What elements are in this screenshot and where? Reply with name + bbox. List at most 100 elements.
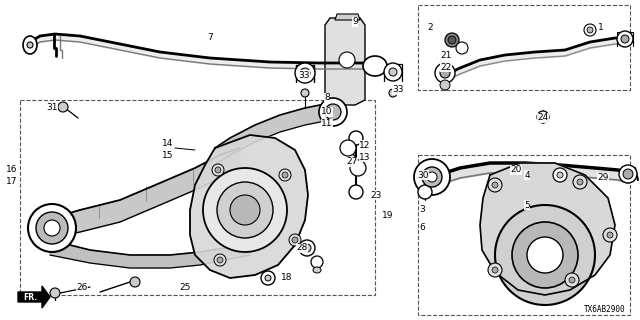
Ellipse shape — [313, 267, 321, 273]
Ellipse shape — [418, 185, 432, 199]
Ellipse shape — [279, 169, 291, 181]
Ellipse shape — [289, 234, 301, 246]
Ellipse shape — [28, 204, 76, 252]
Ellipse shape — [300, 68, 310, 78]
Ellipse shape — [389, 68, 397, 76]
Text: 18: 18 — [281, 274, 292, 283]
Ellipse shape — [282, 172, 288, 178]
Ellipse shape — [492, 182, 498, 188]
Ellipse shape — [230, 195, 260, 225]
Ellipse shape — [130, 277, 140, 287]
Polygon shape — [18, 286, 50, 308]
Ellipse shape — [339, 52, 355, 68]
Ellipse shape — [435, 63, 455, 83]
Ellipse shape — [621, 35, 629, 43]
Polygon shape — [215, 103, 330, 165]
Text: 7: 7 — [207, 34, 213, 43]
Ellipse shape — [303, 244, 311, 252]
Ellipse shape — [414, 159, 450, 195]
Ellipse shape — [349, 185, 363, 199]
Ellipse shape — [440, 80, 450, 90]
Text: 2: 2 — [427, 23, 433, 33]
Polygon shape — [50, 240, 250, 268]
Text: 9: 9 — [352, 18, 358, 27]
Ellipse shape — [217, 182, 273, 238]
Text: 27: 27 — [346, 157, 358, 166]
Text: 16: 16 — [6, 165, 18, 174]
Ellipse shape — [214, 254, 226, 266]
Text: 12: 12 — [359, 140, 371, 149]
Ellipse shape — [215, 167, 221, 173]
Text: 6: 6 — [419, 223, 425, 233]
Ellipse shape — [553, 168, 567, 182]
Ellipse shape — [557, 172, 563, 178]
Ellipse shape — [350, 160, 366, 176]
Ellipse shape — [325, 104, 341, 120]
Ellipse shape — [349, 131, 363, 145]
Ellipse shape — [389, 89, 397, 97]
Ellipse shape — [488, 178, 502, 192]
Ellipse shape — [512, 222, 578, 288]
Text: 3: 3 — [419, 205, 425, 214]
Ellipse shape — [384, 63, 402, 81]
Ellipse shape — [617, 31, 633, 47]
Ellipse shape — [299, 240, 315, 256]
Ellipse shape — [445, 33, 459, 47]
Ellipse shape — [295, 63, 315, 83]
Ellipse shape — [301, 89, 309, 97]
Ellipse shape — [265, 275, 271, 281]
Ellipse shape — [340, 140, 356, 156]
Ellipse shape — [584, 24, 596, 36]
Ellipse shape — [212, 164, 224, 176]
Text: 1: 1 — [598, 23, 604, 33]
Text: 33: 33 — [392, 85, 404, 94]
Text: 28: 28 — [296, 244, 308, 252]
Ellipse shape — [50, 288, 60, 298]
Text: 26: 26 — [76, 284, 88, 292]
Ellipse shape — [440, 68, 450, 78]
Bar — [418, 5, 630, 90]
Text: 4: 4 — [524, 171, 530, 180]
Text: FR.: FR. — [23, 292, 37, 301]
Ellipse shape — [44, 220, 60, 236]
Ellipse shape — [619, 165, 637, 183]
Polygon shape — [190, 135, 308, 278]
Text: 33: 33 — [298, 70, 310, 79]
Bar — [20, 100, 375, 295]
Text: 20: 20 — [510, 165, 522, 174]
Ellipse shape — [422, 167, 442, 187]
Text: 11: 11 — [321, 119, 333, 129]
Ellipse shape — [319, 98, 347, 126]
Text: 17: 17 — [6, 178, 18, 187]
Ellipse shape — [427, 172, 437, 182]
Text: 13: 13 — [359, 153, 371, 162]
Ellipse shape — [603, 228, 617, 242]
Ellipse shape — [495, 205, 595, 305]
Ellipse shape — [217, 257, 223, 263]
Text: 23: 23 — [371, 190, 381, 199]
Ellipse shape — [587, 27, 593, 33]
Ellipse shape — [607, 232, 613, 238]
Ellipse shape — [203, 168, 287, 252]
Ellipse shape — [448, 36, 456, 44]
Text: 8: 8 — [324, 93, 330, 102]
Polygon shape — [480, 163, 615, 295]
Ellipse shape — [569, 277, 575, 283]
Ellipse shape — [537, 111, 549, 123]
Ellipse shape — [456, 42, 468, 54]
Ellipse shape — [623, 169, 633, 179]
Ellipse shape — [261, 271, 275, 285]
Ellipse shape — [492, 267, 498, 273]
Text: 21: 21 — [440, 51, 452, 60]
Ellipse shape — [311, 256, 323, 268]
Text: 15: 15 — [163, 150, 173, 159]
Ellipse shape — [363, 56, 387, 76]
Polygon shape — [325, 18, 365, 105]
Ellipse shape — [488, 263, 502, 277]
Text: 5: 5 — [524, 201, 530, 210]
Text: 24: 24 — [538, 114, 548, 123]
Text: 19: 19 — [382, 211, 394, 220]
Polygon shape — [335, 14, 360, 20]
Text: 29: 29 — [597, 173, 609, 182]
Bar — [418, 155, 630, 315]
